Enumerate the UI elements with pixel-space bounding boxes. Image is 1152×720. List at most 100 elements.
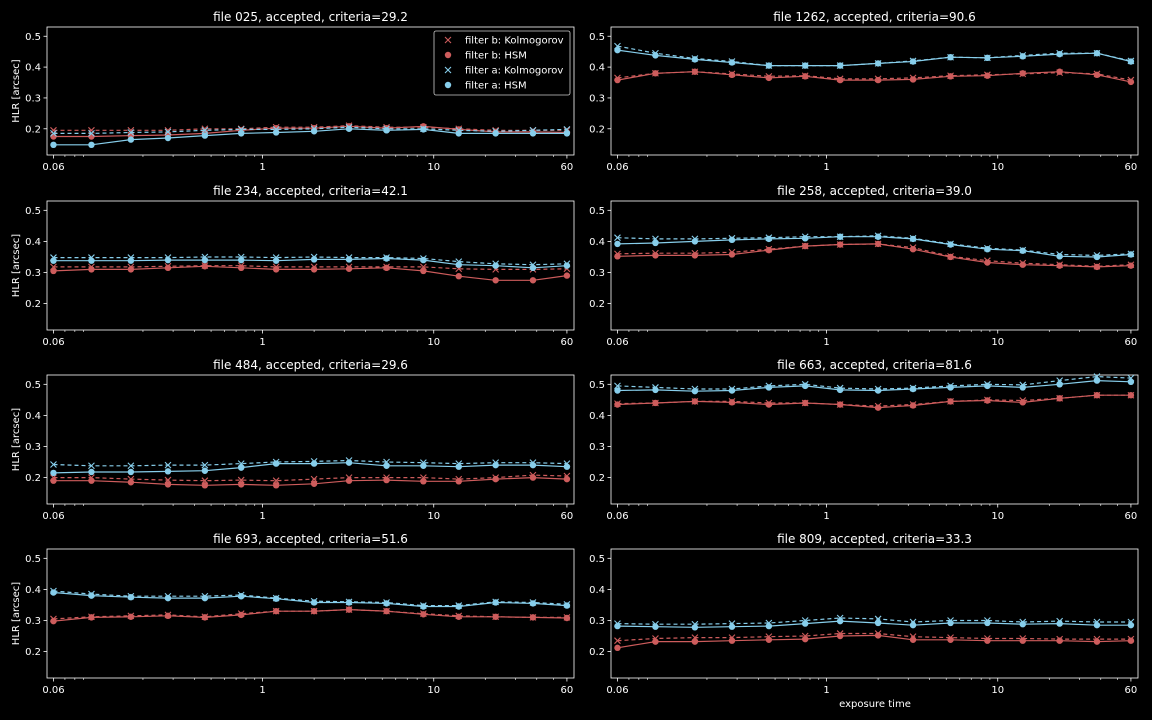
data-point	[492, 130, 499, 137]
y-tick-label: 0.3	[589, 442, 605, 453]
data-point	[728, 251, 736, 258]
data-point	[127, 613, 135, 620]
data-point	[874, 619, 882, 627]
data-point	[50, 141, 57, 149]
plot-frame	[46, 200, 575, 331]
y-tick-label: 0.4	[25, 237, 41, 248]
data-point	[1019, 247, 1026, 254]
data-point	[50, 617, 57, 625]
data-point	[614, 234, 621, 242]
plot-frame	[46, 548, 575, 679]
data-point	[836, 233, 844, 240]
data-point	[836, 76, 844, 84]
data-point	[345, 459, 353, 466]
data-point	[383, 264, 390, 272]
legend: filter b: Kolmogorov filter b: HSM filter …	[433, 30, 571, 96]
subplot-3: file 234, accepted, criteria=42.1 0.2 0.3 0…	[11, 184, 575, 348]
subplot-2: file 1262, accepted, criteria=90.6 0.2 0.3…	[589, 10, 1139, 173]
data-point	[1056, 620, 1063, 627]
data-point	[909, 402, 917, 409]
data-point	[455, 478, 462, 485]
data-point	[164, 461, 172, 469]
y-axis-label: HLR [arcsec]	[11, 408, 22, 471]
data-point	[50, 461, 57, 468]
x-tick-label: 60	[561, 162, 574, 173]
y-tick-label: 0.2	[25, 124, 41, 135]
data-point	[529, 461, 537, 469]
data-point	[420, 462, 427, 469]
data-point	[874, 404, 882, 411]
x-tick-label: 60	[561, 511, 574, 522]
legend-frame	[433, 30, 571, 96]
data-point	[728, 399, 736, 406]
data-point	[238, 611, 245, 619]
data-point	[127, 462, 135, 470]
y-tick-label: 0.4	[25, 63, 41, 74]
data-point	[1127, 637, 1135, 644]
data-point	[691, 56, 699, 63]
data-point	[691, 398, 699, 405]
x-tick-label: 0.06	[606, 511, 628, 522]
data-point	[652, 239, 659, 247]
data-point	[88, 130, 95, 137]
data-point	[1056, 637, 1063, 644]
x-tick-label: 60	[1125, 685, 1138, 696]
y-tick-label: 0.5	[25, 32, 41, 43]
x-tick-label: 0.06	[606, 162, 628, 173]
data-point	[563, 262, 571, 269]
data-point	[802, 62, 809, 69]
data-point	[563, 463, 571, 470]
data-point	[563, 614, 571, 622]
data-point	[1093, 638, 1101, 645]
data-point	[88, 614, 95, 621]
data-point	[164, 481, 172, 488]
data-point	[50, 267, 57, 275]
data-point	[836, 386, 844, 394]
data-point	[310, 256, 318, 263]
data-point	[272, 477, 280, 485]
data-point	[947, 73, 954, 80]
data-point	[836, 401, 844, 408]
series-line	[617, 375, 1131, 390]
data-point	[383, 607, 390, 615]
data-point	[614, 644, 621, 652]
data-point	[1056, 50, 1063, 58]
plot-frame	[46, 26, 575, 156]
data-point	[420, 603, 427, 610]
y-tick-label: 0.3	[25, 268, 41, 279]
data-point	[652, 638, 659, 645]
data-point	[802, 635, 809, 643]
y-tick-label: 0.3	[589, 268, 605, 279]
legend-marker	[444, 66, 452, 74]
data-point	[238, 464, 245, 471]
data-point	[802, 235, 809, 242]
data-point	[984, 245, 991, 253]
data-point	[691, 387, 699, 395]
x-tick-label: 10	[991, 162, 1004, 173]
data-point	[201, 467, 209, 474]
data-point	[238, 264, 245, 272]
data-point	[50, 589, 57, 596]
data-point	[272, 482, 280, 489]
data-point	[50, 477, 57, 484]
data-point	[345, 599, 353, 606]
data-point	[455, 613, 462, 620]
data-point	[984, 259, 991, 266]
x-tick-label: 10	[427, 337, 440, 348]
data-point	[164, 128, 172, 136]
data-point	[1127, 58, 1135, 65]
legend-marker	[444, 81, 452, 89]
data-point	[728, 59, 736, 66]
data-point	[420, 267, 427, 275]
x-tick-label: 60	[1125, 337, 1138, 348]
y-tick-label: 0.2	[25, 647, 41, 658]
data-point	[984, 382, 991, 390]
data-point	[529, 277, 537, 284]
y-tick-label: 0.4	[589, 411, 605, 422]
data-point	[50, 133, 57, 140]
y-tick-label: 0.4	[25, 585, 41, 596]
data-point	[874, 240, 882, 248]
data-point	[765, 622, 773, 630]
data-point	[529, 130, 537, 137]
y-tick-label: 0.4	[589, 585, 605, 596]
